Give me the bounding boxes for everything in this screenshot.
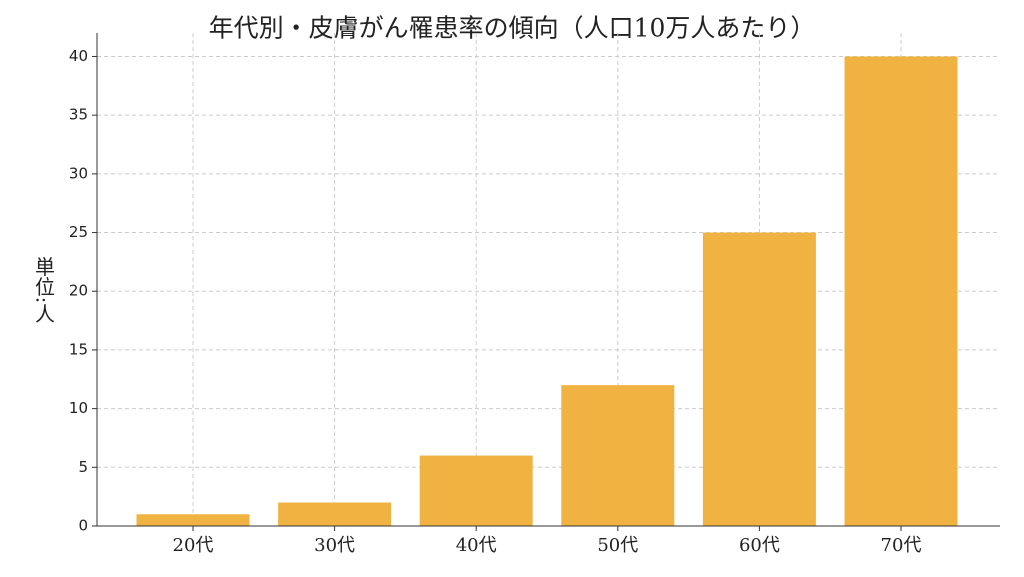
x-tick-label: 30代: [314, 535, 355, 556]
y-tick-label: 40: [69, 47, 88, 65]
bar: [278, 502, 392, 526]
x-tick-label: 50代: [597, 535, 638, 556]
bar: [844, 56, 958, 526]
y-tick-label: 15: [69, 340, 88, 358]
chart-title: 年代別・皮膚がん罹患率の傾向（人口10万人あたり）: [209, 14, 816, 43]
y-tick-label: 5: [78, 458, 88, 476]
bar: [419, 455, 533, 526]
x-tick-label: 60代: [739, 535, 780, 556]
y-axis-label: 単位:人: [32, 256, 56, 323]
y-tick-label: 20: [69, 282, 88, 300]
bar: [702, 232, 816, 527]
x-tick-label: 40代: [456, 535, 497, 556]
bar: [561, 385, 675, 526]
y-tick-label: 10: [69, 399, 88, 417]
y-tick-label: 35: [69, 106, 88, 124]
y-tick-label: 25: [69, 223, 88, 241]
x-tick-label: 20代: [173, 535, 214, 556]
bar: [136, 514, 250, 526]
y-tick-label: 0: [78, 517, 88, 535]
x-tick-label: 70代: [881, 535, 922, 556]
y-tick-label: 30: [69, 164, 88, 182]
